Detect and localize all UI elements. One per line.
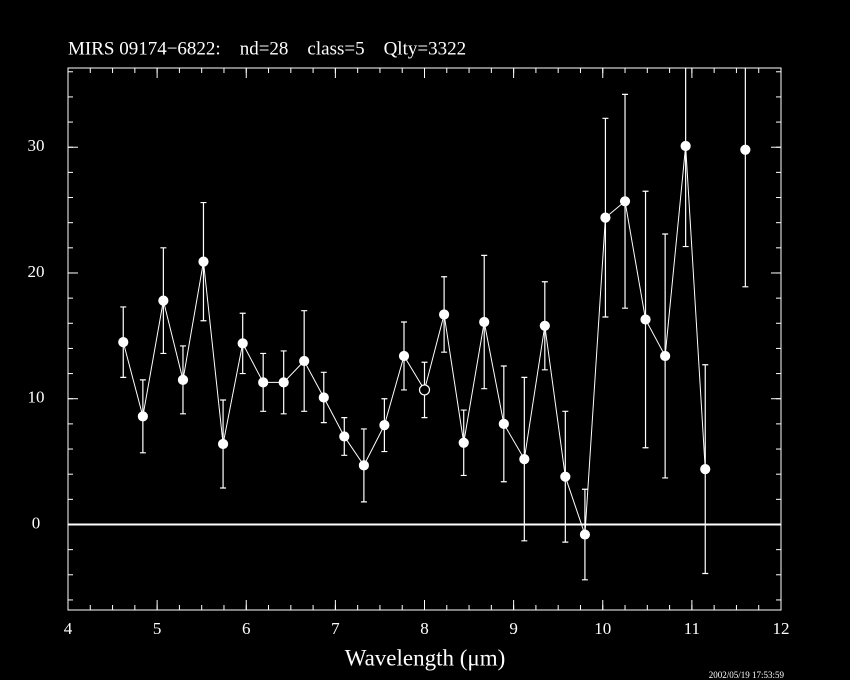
data-point [217, 438, 229, 450]
y-tick-label: 0 [32, 513, 41, 532]
data-point [539, 320, 550, 331]
data-point [137, 411, 148, 422]
data-point [278, 377, 289, 388]
data-point [660, 350, 671, 362]
data-point [619, 196, 631, 207]
plot-frame [67, 67, 782, 611]
x-tick-label: 4 [64, 619, 73, 638]
plot-area [118, 68, 751, 581]
x-tick-label: 11 [684, 619, 700, 638]
data-point [118, 337, 129, 348]
data-point [519, 453, 530, 465]
data-point [177, 374, 189, 385]
data-point [418, 384, 431, 396]
y-tick-label: 20 [28, 262, 45, 281]
data-point [560, 471, 571, 482]
x-tick-label: 10 [594, 619, 611, 638]
data-point [700, 464, 711, 475]
data-point [299, 355, 310, 367]
data-point [600, 212, 611, 223]
x-axis-label: Wavelength (μm) [345, 645, 506, 670]
x-tick-label: 9 [509, 619, 518, 638]
x-tick-label: 8 [420, 619, 429, 638]
data-point [479, 316, 490, 328]
data-point [498, 418, 509, 429]
data-point [398, 350, 410, 362]
x-tick-label: 7 [331, 619, 340, 638]
data-point [339, 431, 350, 442]
data-point [358, 460, 369, 471]
y-tick-label: 10 [28, 388, 45, 407]
x-tick-label: 12 [773, 619, 790, 638]
data-point [640, 314, 651, 325]
data-point [379, 420, 390, 431]
x-tick-label: 5 [153, 619, 162, 638]
data-point [680, 140, 691, 152]
chart-title: MIRS 09174−6822: nd=28 class=5 Qlty=3322 [68, 38, 466, 59]
data-point [740, 144, 751, 155]
data-line [122, 145, 706, 535]
data-point [258, 377, 269, 388]
data-point [579, 529, 591, 540]
timestamp: 2002/05/19 17:53:59 [709, 670, 785, 680]
x-tick-label: 6 [242, 619, 251, 638]
data-point [439, 309, 450, 320]
data-point [237, 338, 248, 349]
data-point [458, 437, 469, 448]
data-point [318, 392, 329, 403]
y-tick-label: 30 [28, 136, 45, 155]
data-point [158, 295, 169, 306]
data-point [198, 256, 209, 267]
